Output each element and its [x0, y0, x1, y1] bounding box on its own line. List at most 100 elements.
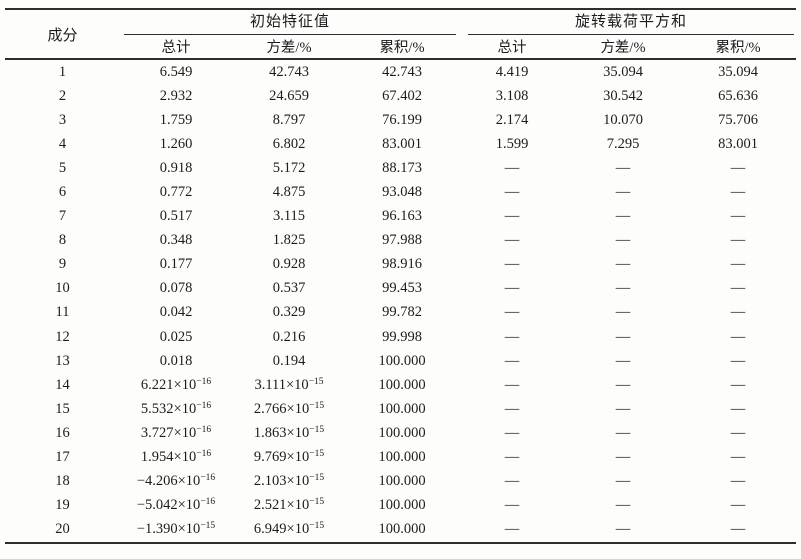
value-cell: — [615, 497, 631, 514]
value-cell: 96.163 [382, 208, 422, 225]
value-cell: 0.177 [159, 256, 193, 273]
group-label-initial-eigenvalues: 初始特征值 [124, 10, 456, 35]
component-cell: 19 [55, 497, 70, 514]
value-cell: 100.000 [378, 376, 426, 393]
subheader-cumulative-initial: 累积/% [346, 35, 458, 60]
value-cell: — [730, 473, 746, 490]
value-cell: 0.348 [159, 232, 193, 249]
value-cell: 3.115 [272, 208, 306, 225]
value-cell: 100.000 [378, 400, 426, 417]
value-cell: 0.216 [272, 328, 306, 345]
value-cell: 35.094 [718, 63, 758, 80]
value-cell: 67.402 [382, 87, 422, 104]
table-row: 10 0.078 0.537 99.453 — — — [5, 277, 796, 301]
subheader-variance-rotation: 方差/% [566, 35, 680, 60]
value-cell: — [504, 159, 520, 176]
table-header: 成分 初始特征值 旋转载荷平方和 总计 方差/% 累积/% 总计 方差/% 累积… [5, 9, 797, 60]
value-cell: 0.078 [159, 280, 193, 297]
table-row: 3 1.759 8.797 76.199 2.174 10.070 75.706 [5, 108, 796, 132]
value-cell: — [504, 521, 520, 538]
value-cell: — [504, 184, 520, 201]
value-cell: 0.194 [272, 352, 306, 369]
table-row: 5 0.918 5.172 88.173 — — — [5, 156, 796, 180]
subheader-cumulative-rotation: 累积/% [680, 35, 797, 60]
value-cell: — [504, 424, 520, 441]
value-cell: 7.295 [606, 135, 640, 152]
value-cell: 8.797 [272, 111, 306, 128]
value-cell: 10.070 [603, 111, 643, 128]
value-cell: 0.537 [272, 280, 306, 297]
group-label-rotation-sums: 旋转载荷平方和 [468, 10, 795, 35]
value-cell: — [615, 328, 631, 345]
value-cell: — [504, 280, 520, 297]
value-cell: 6.949×10−15 [253, 521, 325, 538]
value-cell: — [504, 232, 520, 249]
value-cell: 0.025 [159, 328, 193, 345]
value-cell: 99.998 [382, 328, 422, 345]
value-cell: 3.727×10−16 [140, 424, 212, 441]
table-row: 19 −5.042×10−16 2.521×10−15 100.000 — — — [5, 494, 796, 518]
component-cell: 5 [58, 159, 67, 176]
value-cell: 2.174 [495, 111, 529, 128]
value-cell: 0.772 [159, 184, 193, 201]
value-cell: 1.759 [159, 111, 193, 128]
value-cell: — [615, 280, 631, 297]
value-cell: — [730, 232, 746, 249]
table-row: 20 −1.390×10−15 6.949×10−15 100.000 — — — [5, 518, 796, 543]
value-cell: 6.802 [272, 135, 306, 152]
value-cell: — [504, 400, 520, 417]
table-row: 4 1.260 6.802 83.001 1.599 7.295 83.001 [5, 132, 796, 156]
component-column-header: 成分 [5, 9, 120, 60]
value-cell: — [615, 376, 631, 393]
value-cell: 99.453 [382, 280, 422, 297]
value-cell: −5.042×10−16 [136, 497, 216, 514]
value-cell: −4.206×10−16 [136, 473, 216, 490]
value-cell: 0.042 [159, 304, 193, 321]
value-cell: — [504, 376, 520, 393]
table-body: 1 6.549 42.743 42.743 4.419 35.094 35.094 2 2.93… [5, 59, 796, 543]
component-cell: 10 [55, 280, 70, 297]
component-cell: 4 [58, 135, 67, 152]
value-cell: 2.103×10−15 [253, 473, 325, 490]
value-cell: 1.863×10−15 [253, 424, 325, 441]
value-cell: 5.172 [272, 159, 306, 176]
value-cell: 30.542 [603, 87, 643, 104]
value-cell: 100.000 [378, 473, 426, 490]
value-cell: — [504, 304, 520, 321]
value-cell: — [504, 449, 520, 466]
value-cell: 35.094 [603, 63, 643, 80]
value-cell: — [730, 159, 746, 176]
value-cell: — [730, 424, 746, 441]
component-cell: 6 [58, 184, 67, 201]
value-cell: — [730, 400, 746, 417]
component-cell: 13 [55, 352, 70, 369]
value-cell: — [504, 497, 520, 514]
value-cell: 98.916 [382, 256, 422, 273]
value-cell: — [504, 256, 520, 273]
component-cell: 15 [55, 400, 70, 417]
component-cell: 17 [55, 449, 70, 466]
value-cell: 0.517 [159, 208, 193, 225]
value-cell: 100.000 [378, 449, 426, 466]
value-cell: — [615, 184, 631, 201]
value-cell: — [730, 497, 746, 514]
value-cell: 1.825 [272, 232, 306, 249]
value-cell: — [615, 232, 631, 249]
value-cell: −1.390×10−15 [136, 521, 216, 538]
value-cell: 42.743 [382, 63, 422, 80]
subheader-total-rotation: 总计 [458, 35, 566, 60]
component-cell: 20 [55, 521, 70, 538]
value-cell: 93.048 [382, 184, 422, 201]
value-cell: 6.549 [159, 63, 193, 80]
value-cell: — [730, 352, 746, 369]
value-cell: — [730, 280, 746, 297]
value-cell: 6.221×10−16 [140, 376, 212, 393]
table-row: 6 0.772 4.875 93.048 — — — [5, 180, 796, 204]
component-cell: 12 [55, 328, 70, 345]
value-cell: 83.001 [382, 135, 422, 152]
value-cell: — [615, 473, 631, 490]
value-cell: — [730, 256, 746, 273]
table-row: 11 0.042 0.329 99.782 — — — [5, 301, 796, 325]
value-cell: 3.111×10−15 [254, 376, 324, 393]
value-cell: 65.636 [718, 87, 758, 104]
